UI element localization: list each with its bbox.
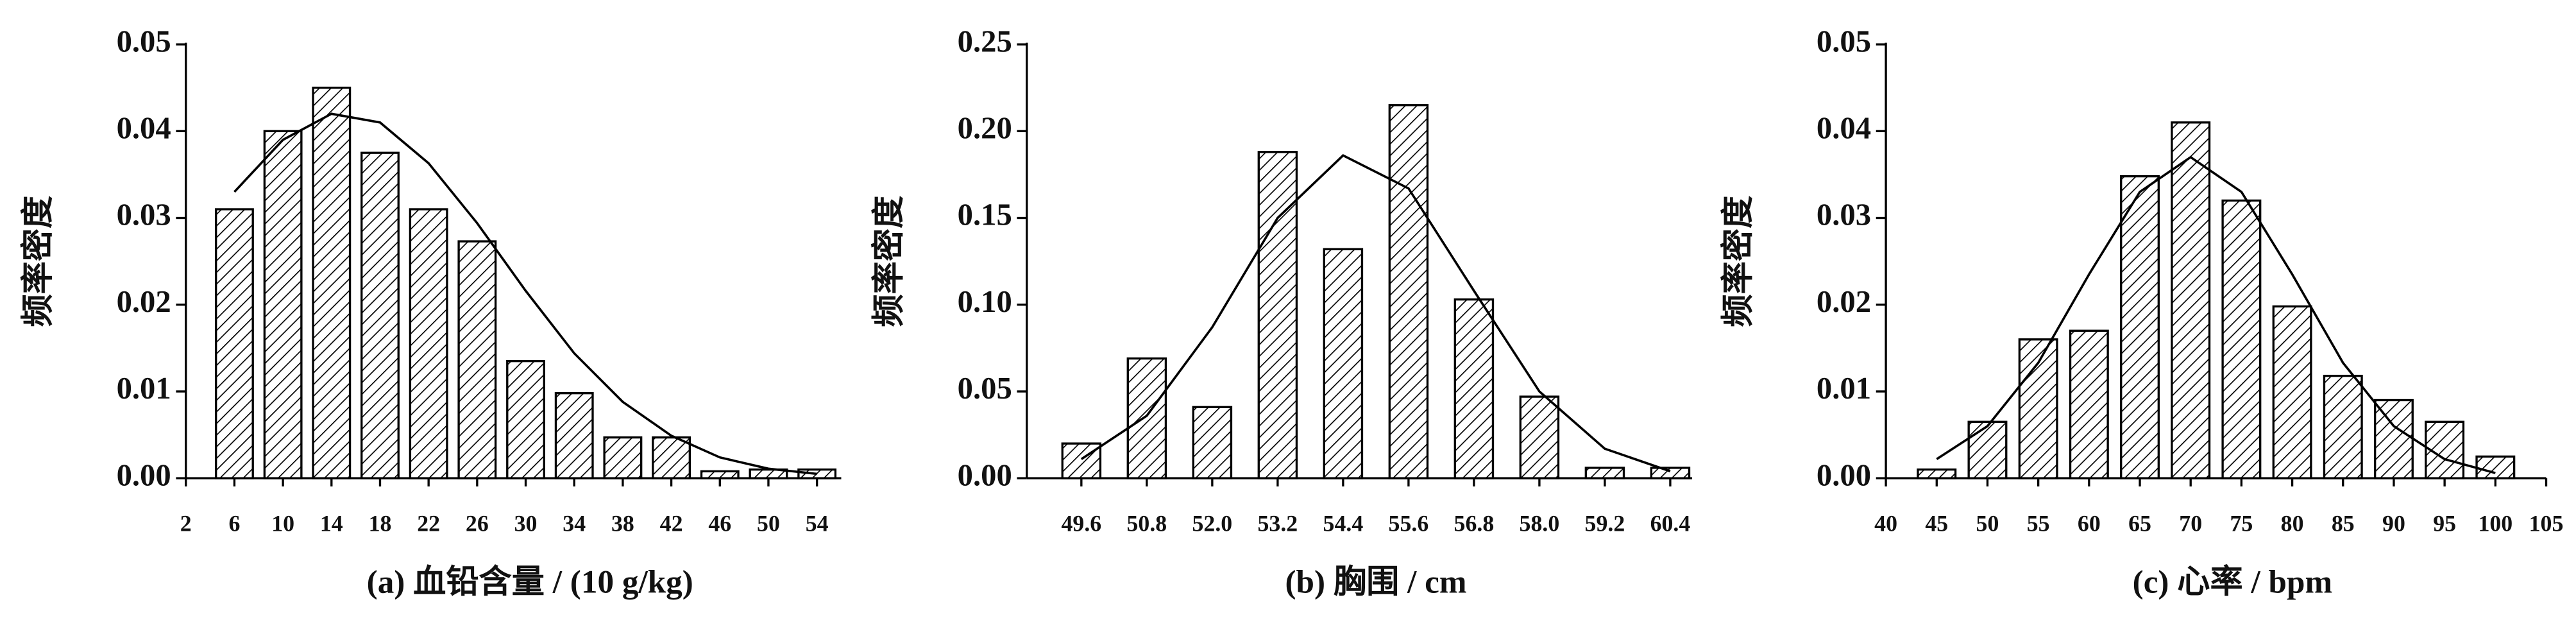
- x-tick-label: 10: [271, 511, 294, 537]
- x-tick-label: 18: [369, 511, 392, 537]
- y-tick-label: 0.02: [117, 284, 171, 319]
- bar: [1061, 442, 1102, 479]
- bar: [652, 436, 691, 479]
- bar: [2069, 329, 2109, 479]
- x-tick-label: 54.4: [1323, 511, 1364, 537]
- x-tick-label: 60: [2078, 511, 2101, 537]
- x-tick-label: 100: [2478, 511, 2512, 537]
- bar: [2323, 374, 2363, 479]
- x-tick-label: 80: [2281, 511, 2304, 537]
- bar: [1967, 420, 2008, 479]
- y-tick-label: 0.20: [958, 111, 1012, 146]
- x-tick-label: 50: [757, 511, 780, 537]
- x-tick-label: 52.0: [1192, 511, 1233, 537]
- bar: [1388, 104, 1429, 479]
- x-tick-label: 40: [1874, 511, 1897, 537]
- bar: [2475, 455, 2516, 479]
- x-tick-label: 6: [228, 511, 240, 537]
- x-tick-label: 45: [1925, 511, 1948, 537]
- x-tick-label: 50: [1976, 511, 1999, 537]
- y-tick-label: 0.04: [117, 111, 171, 146]
- y-tick-label: 0.01: [117, 371, 171, 406]
- bar: [360, 151, 400, 479]
- fitted-curve: [233, 112, 817, 476]
- bar: [2221, 199, 2262, 479]
- bar: [457, 240, 497, 479]
- y-tick-label: 0.04: [1817, 111, 1871, 146]
- fitted-curve: [1080, 154, 1671, 473]
- y-axis-title: 频率密度: [20, 195, 56, 327]
- bar: [2120, 175, 2160, 479]
- bar: [1917, 468, 1957, 479]
- bar: [2272, 305, 2312, 479]
- bar: [1584, 467, 1625, 479]
- bar: [1323, 248, 1364, 479]
- x-tick-label: 26: [466, 511, 489, 537]
- bar: [2171, 121, 2211, 479]
- y-axis-title: 频率密度: [1720, 195, 1757, 327]
- y-tick-label: 0.10: [958, 284, 1012, 319]
- y-tick-label: 0.00: [958, 458, 1012, 492]
- bar: [1192, 406, 1233, 479]
- fitted-curve: [1936, 155, 2496, 474]
- y-tick-label: 0.05: [958, 371, 1012, 406]
- x-tick-label: 59.2: [1585, 511, 1625, 537]
- y-tick-label: 0.03: [117, 198, 171, 232]
- bar: [1257, 151, 1298, 479]
- bar: [409, 208, 448, 479]
- x-tick-label: 42: [660, 511, 683, 537]
- bar: [1650, 467, 1691, 479]
- x-axis-title: (c) 心率 / bpm: [2133, 563, 2332, 600]
- x-tick-label: 38: [611, 511, 634, 537]
- y-tick-label: 0.01: [1817, 371, 1871, 406]
- x-tick-label: 30: [514, 511, 538, 537]
- x-tick-label: 50.8: [1126, 511, 1167, 537]
- x-tick-label: 58.0: [1520, 511, 1560, 537]
- x-axis-title: (a) 血铅含量 / (10 g/kg): [367, 563, 693, 600]
- y-tick-label: 0.00: [1817, 458, 1871, 492]
- bar: [215, 208, 254, 479]
- bar: [603, 436, 643, 479]
- x-tick-label: 14: [320, 511, 343, 537]
- x-tick-label: 2: [180, 511, 192, 537]
- x-tick-label: 55.6: [1389, 511, 1429, 537]
- x-tick-label: 85: [2332, 511, 2355, 537]
- x-tick-label: 65: [2128, 511, 2151, 537]
- bar: [2373, 399, 2414, 479]
- x-tick-label: 49.6: [1061, 511, 1101, 537]
- x-tick-label: 105: [2529, 511, 2564, 537]
- x-tick-label: 55: [2027, 511, 2050, 537]
- y-tick-label: 0.05: [117, 24, 171, 58]
- y-axis-title: 频率密度: [871, 195, 908, 327]
- y-tick-label: 0.05: [1817, 24, 1871, 58]
- x-tick-label: 70: [2179, 511, 2202, 537]
- x-tick-label: 53.2: [1258, 511, 1298, 537]
- y-tick-label: 0.00: [117, 458, 171, 492]
- x-axis-title: (b) 胸围 / cm: [1285, 563, 1466, 600]
- x-tick-label: 56.8: [1454, 511, 1495, 537]
- x-tick-label: 22: [417, 511, 440, 537]
- x-tick-label: 90: [2382, 511, 2405, 537]
- y-tick-label: 0.15: [958, 198, 1012, 232]
- bar: [2018, 338, 2058, 479]
- y-tick-label: 0.25: [958, 24, 1012, 58]
- bar: [1126, 357, 1167, 479]
- x-tick-label: 54: [806, 511, 829, 537]
- bar: [312, 87, 352, 479]
- x-tick-label: 60.4: [1650, 511, 1691, 537]
- x-tick-label: 46: [708, 511, 731, 537]
- y-tick-label: 0.02: [1817, 284, 1871, 319]
- x-tick-label: 95: [2433, 511, 2456, 537]
- bar: [1453, 298, 1495, 479]
- bar: [263, 130, 303, 479]
- x-tick-label: 75: [2230, 511, 2253, 537]
- x-tick-label: 34: [563, 511, 586, 537]
- bar: [554, 392, 594, 479]
- bar: [1519, 395, 1560, 479]
- y-tick-label: 0.03: [1817, 198, 1871, 232]
- bar: [506, 359, 545, 479]
